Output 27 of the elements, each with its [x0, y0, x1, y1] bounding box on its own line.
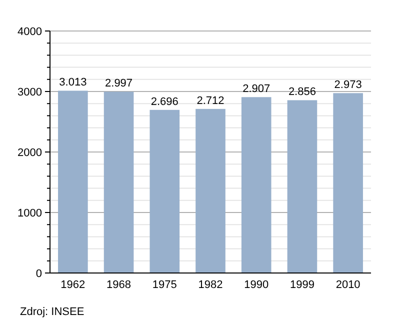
data-label: 2.973	[334, 79, 362, 92]
bar	[150, 110, 180, 273]
bar	[196, 108, 226, 273]
data-label: 3.013	[59, 76, 87, 89]
bar	[287, 100, 318, 273]
data-label: 2.696	[150, 96, 178, 108]
y-tick-label: 0	[36, 268, 42, 280]
bar	[58, 90, 88, 273]
x-tick-label: 1962	[60, 279, 86, 291]
x-tick-label: 2010	[336, 279, 360, 291]
data-label: 2.907	[242, 83, 270, 96]
y-tick-label: 2000	[18, 147, 42, 159]
x-tick-label: 1999	[290, 279, 314, 291]
text: Zdroj: INSEE	[20, 306, 84, 318]
x-tick-label: 1990	[244, 279, 269, 291]
data-label: 2.712	[196, 94, 224, 107]
data-label: 2.856	[288, 86, 316, 98]
bar	[104, 92, 134, 273]
data-label: 2.997	[105, 78, 133, 90]
y-tick-label: 1000	[18, 208, 42, 220]
y-tick-label: 4000	[18, 26, 42, 38]
x-tick-label: 1968	[106, 279, 132, 291]
bar	[333, 93, 363, 273]
x-tick-label: 1975	[152, 279, 177, 291]
y-tick-label: 3000	[18, 86, 42, 98]
x-tick-label: 1982	[198, 279, 223, 291]
bar	[241, 97, 272, 273]
